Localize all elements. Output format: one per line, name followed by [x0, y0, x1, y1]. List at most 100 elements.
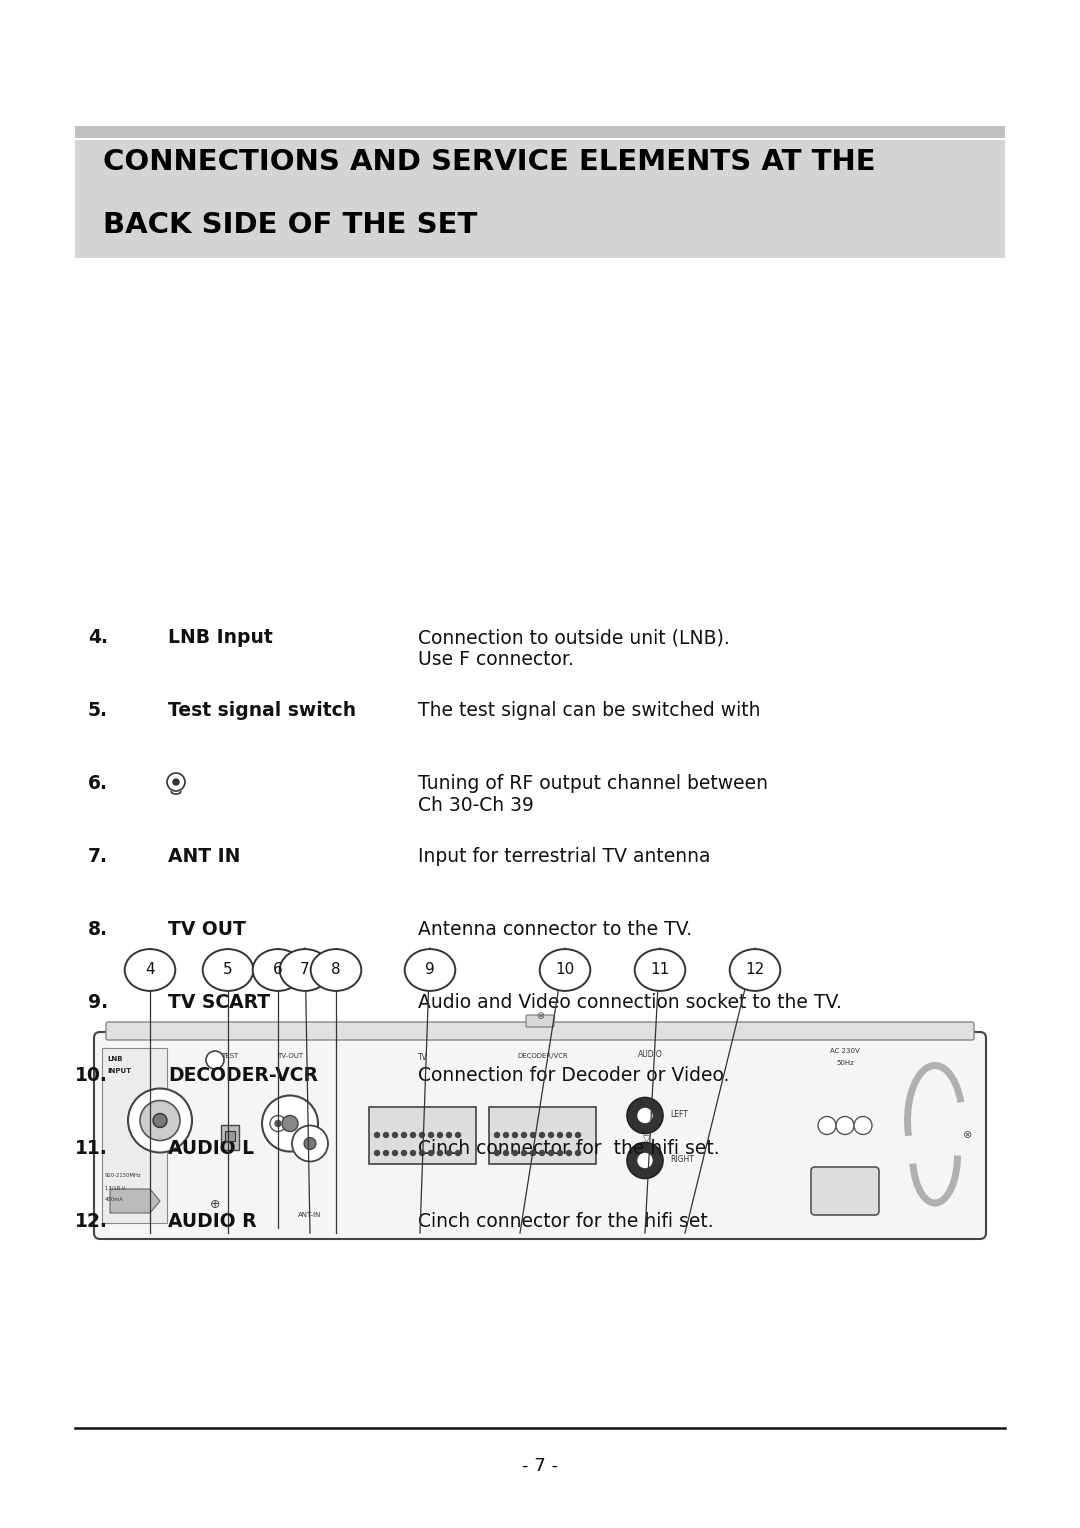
Circle shape	[153, 1114, 167, 1128]
FancyBboxPatch shape	[369, 1106, 476, 1164]
Text: 8: 8	[332, 963, 341, 978]
Text: Antenna connector to the TV.: Antenna connector to the TV.	[418, 920, 692, 940]
Circle shape	[522, 1151, 527, 1155]
Circle shape	[419, 1151, 424, 1155]
Text: 11: 11	[650, 963, 670, 978]
Text: CONNECTIONS AND SERVICE ELEMENTS AT THE: CONNECTIONS AND SERVICE ELEMENTS AT THE	[103, 148, 876, 176]
Text: DECODER-VCR: DECODER-VCR	[168, 1067, 318, 1085]
FancyBboxPatch shape	[221, 1125, 239, 1149]
Circle shape	[530, 1151, 536, 1155]
Circle shape	[410, 1132, 416, 1137]
Text: 8.: 8.	[87, 920, 108, 940]
FancyBboxPatch shape	[526, 1015, 554, 1027]
Circle shape	[275, 1120, 281, 1126]
FancyBboxPatch shape	[106, 1022, 974, 1041]
Text: BACK SIDE OF THE SET: BACK SIDE OF THE SET	[103, 211, 477, 238]
Ellipse shape	[124, 949, 175, 990]
Text: 7: 7	[300, 963, 310, 978]
Circle shape	[437, 1132, 443, 1137]
Text: 6.: 6.	[87, 775, 108, 793]
Circle shape	[818, 1117, 836, 1134]
Text: 7.: 7.	[87, 847, 108, 866]
Text: Cinch connector for  the hifi set.: Cinch connector for the hifi set.	[418, 1138, 719, 1158]
Text: 10.: 10.	[76, 1067, 108, 1085]
Text: TV OUT: TV OUT	[168, 920, 246, 940]
Circle shape	[383, 1132, 389, 1137]
Circle shape	[627, 1097, 663, 1134]
Circle shape	[262, 1096, 318, 1152]
FancyBboxPatch shape	[811, 1167, 879, 1215]
Text: ▽: ▽	[644, 1134, 651, 1143]
Text: INPUT: INPUT	[107, 1068, 131, 1074]
Text: ANT IN: ANT IN	[168, 847, 241, 866]
Circle shape	[503, 1151, 509, 1155]
Text: AUDIO R: AUDIO R	[168, 1212, 257, 1232]
Circle shape	[495, 1151, 499, 1155]
Text: 9.: 9.	[87, 993, 108, 1012]
Circle shape	[419, 1132, 424, 1137]
Text: DECODER/VCR: DECODER/VCR	[517, 1053, 568, 1059]
Circle shape	[549, 1151, 554, 1155]
Text: 10: 10	[555, 963, 575, 978]
Circle shape	[627, 1143, 663, 1178]
Circle shape	[446, 1151, 451, 1155]
Circle shape	[392, 1132, 397, 1137]
Text: LNB Input: LNB Input	[168, 628, 273, 646]
Text: Connection to outside unit (LNB).: Connection to outside unit (LNB).	[418, 628, 730, 646]
Circle shape	[303, 1137, 316, 1149]
Text: Audio and Video connection socket to the TV.: Audio and Video connection socket to the…	[418, 993, 842, 1012]
Text: 9: 9	[426, 963, 435, 978]
Text: AUDIO: AUDIO	[637, 1050, 662, 1059]
Text: The test signal can be switched with: The test signal can be switched with	[418, 701, 760, 720]
Circle shape	[836, 1117, 854, 1134]
Text: Connection for Decoder or Video.: Connection for Decoder or Video.	[418, 1067, 729, 1085]
Circle shape	[456, 1151, 460, 1155]
Ellipse shape	[203, 949, 254, 990]
Text: ⊗: ⊗	[963, 1131, 973, 1140]
Circle shape	[557, 1151, 563, 1155]
Circle shape	[503, 1132, 509, 1137]
Circle shape	[540, 1132, 544, 1137]
Text: Use F connector.: Use F connector.	[418, 649, 573, 669]
Circle shape	[383, 1151, 389, 1155]
Circle shape	[567, 1151, 571, 1155]
Circle shape	[540, 1151, 544, 1155]
Text: 4.: 4.	[87, 628, 108, 646]
Text: Cinch connector for the hifi set.: Cinch connector for the hifi set.	[418, 1212, 714, 1232]
Text: AC 230V: AC 230V	[831, 1048, 860, 1054]
Circle shape	[375, 1132, 379, 1137]
Circle shape	[638, 1154, 652, 1167]
FancyBboxPatch shape	[75, 125, 1005, 138]
Circle shape	[437, 1151, 443, 1155]
Circle shape	[282, 1115, 298, 1132]
Circle shape	[456, 1132, 460, 1137]
Text: - 7 -: - 7 -	[522, 1458, 558, 1475]
Text: ANT-IN: ANT-IN	[298, 1212, 322, 1218]
Circle shape	[638, 1108, 652, 1123]
Text: LEFT: LEFT	[670, 1109, 688, 1118]
Circle shape	[513, 1151, 517, 1155]
Ellipse shape	[540, 949, 591, 990]
Ellipse shape	[280, 949, 330, 990]
Circle shape	[410, 1151, 416, 1155]
Circle shape	[402, 1151, 406, 1155]
Circle shape	[429, 1151, 433, 1155]
Text: Tuning of RF output channel between: Tuning of RF output channel between	[418, 775, 768, 793]
Text: 6: 6	[273, 963, 283, 978]
Circle shape	[576, 1151, 581, 1155]
Ellipse shape	[405, 949, 456, 990]
Text: Test signal switch: Test signal switch	[168, 701, 356, 720]
Circle shape	[522, 1132, 527, 1137]
Text: 5.: 5.	[87, 701, 108, 720]
Text: TV-OUT: TV-OUT	[276, 1053, 303, 1059]
Circle shape	[375, 1151, 379, 1155]
Text: AUDIO L: AUDIO L	[168, 1138, 254, 1158]
Circle shape	[206, 1051, 224, 1070]
Ellipse shape	[730, 949, 780, 990]
Circle shape	[513, 1132, 517, 1137]
Ellipse shape	[253, 949, 303, 990]
Circle shape	[854, 1117, 872, 1134]
Text: ⊕: ⊕	[210, 1198, 220, 1212]
Text: TV SCART: TV SCART	[168, 993, 270, 1012]
FancyBboxPatch shape	[489, 1106, 596, 1164]
